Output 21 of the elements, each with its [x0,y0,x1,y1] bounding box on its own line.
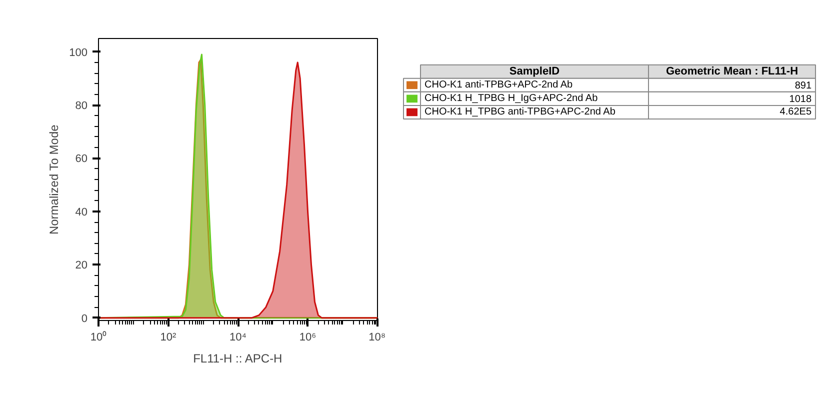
y-tick-label: 80 [75,100,88,112]
legend-label: CHO-K1 H_TPBG H_IgG+APC-2nd Ab [424,93,598,104]
y-tick-label: 20 [75,260,88,272]
text: 1018 [789,94,812,106]
y-tick-label: 100 [69,46,88,59]
x-tick-label: 10² [160,332,177,344]
y-tick-label: 0 [81,312,88,325]
x-tick-label: 10⁸ [368,332,386,344]
y-tick-label: 40 [75,206,88,218]
y-axis-title: Normalized To Mode [47,124,62,235]
legend-label: CHO-K1 anti-TPBG+APC-2nd Ab [424,80,574,91]
x-axis-title: FL11-H :: APC-H [193,352,282,366]
text: Geometric Mean : FL11-H [666,66,798,78]
text: 891 [794,80,812,92]
x-tick-label: 10⁰ [90,330,107,344]
x-tick-label: 10⁴ [230,332,247,344]
text: 4.62E5 [780,106,812,118]
legend-title: SampleID [509,66,560,78]
x-tick-label: 10⁶ [299,332,316,344]
y-tick-label: 60 [75,153,88,166]
legend-label: CHO-K1 H_TPBG anti-TPBG+APC-2nd Ab [424,106,616,118]
